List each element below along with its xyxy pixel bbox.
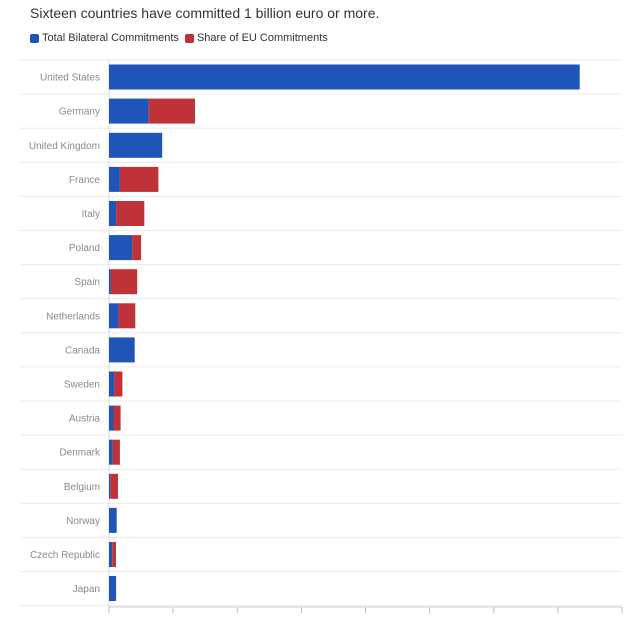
legend-label-eu-share: Share of EU Commitments [196,32,328,44]
bar-eu-share [112,439,120,465]
bar-bilateral [109,371,115,397]
bar-eu-share [110,473,118,499]
chart-title: Sixteen countries have committed 1 billi… [30,5,380,21]
bar-eu-share [113,405,121,431]
bar-bilateral [109,507,117,533]
bar-bilateral [109,542,113,567]
bar-bilateral [109,269,111,295]
bar-bilateral [109,98,149,124]
category-label: United States [40,73,100,84]
category-label: Canada [65,345,100,356]
category-label: Czech Republic [30,550,100,561]
category-label: Spain [74,277,100,288]
category-label: Belgium [64,482,100,493]
category-label: Netherlands [46,311,100,322]
bar-eu-share [148,98,195,124]
bar-eu-share [110,269,138,295]
bar-bilateral [109,64,580,90]
category-label: United Kingdom [29,141,100,152]
bar-eu-share [112,542,116,567]
bar-eu-share [119,166,159,192]
category-label: Austria [69,414,101,425]
category-label: Italy [82,209,100,220]
bar-bilateral [109,439,113,465]
legend-label-bilateral: Total Bilateral Commitments [42,32,179,44]
bar-eu-share [132,235,142,261]
legend-item-bilateral: Total Bilateral Commitments [30,32,179,44]
legend-item-eu-share: Share of EU Commitments [184,32,328,44]
category-label: France [69,175,101,186]
category-label: Norway [66,516,100,527]
category-label: Denmark [59,448,101,459]
bar-bilateral [109,235,133,261]
bar-bilateral [109,132,163,158]
bar-bilateral [109,166,120,192]
bar-bilateral [109,303,119,329]
bar-bilateral [109,201,117,226]
bar-eu-share [118,303,136,329]
bar-eu-share [114,371,123,397]
category-label: Germany [59,107,100,118]
legend-swatch-eu-share [184,33,194,43]
bar-bilateral [109,473,111,499]
bar-eu-share [116,201,145,226]
bar-bilateral [109,405,114,431]
category-label: Japan [73,584,100,595]
category-label: Poland [69,243,100,254]
category-label: Sweden [64,380,100,391]
legend: Total Bilateral Commitments Share of EU … [30,31,334,45]
legend-swatch-bilateral [30,33,39,43]
bar-bilateral [109,576,117,601]
bar-bilateral [109,337,135,363]
